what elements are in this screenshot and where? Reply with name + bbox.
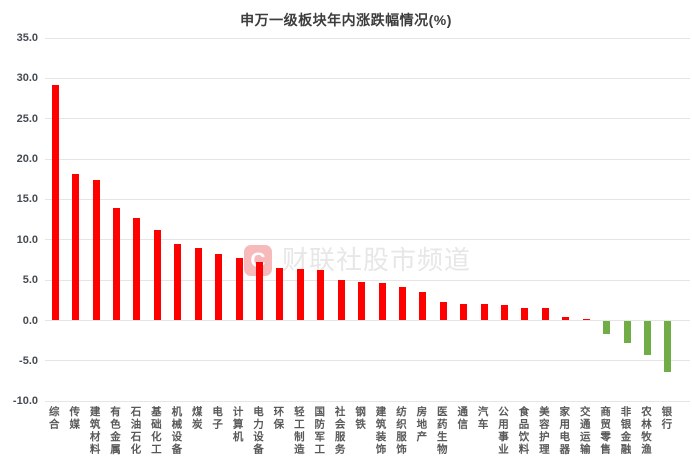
bar-计算机: [235, 257, 243, 321]
watermark-text: 财联社股市频道: [282, 245, 472, 275]
gridline: [45, 158, 690, 160]
bar-房地产: [419, 292, 427, 321]
bar-传媒: [72, 174, 80, 321]
x-category-label: 石油石化: [129, 406, 142, 456]
bar-钢铁: [358, 281, 366, 321]
x-category-label: 国防军工: [313, 406, 326, 456]
x-category-label: 轻工制造: [292, 406, 305, 456]
bar-商贸零售: [603, 320, 611, 335]
bar-建筑材料: [92, 180, 100, 321]
bar-建筑装饰: [378, 282, 386, 321]
bar-食品饮料: [521, 307, 529, 321]
bar-家用电器: [562, 317, 570, 321]
gridline: [45, 360, 690, 362]
x-category-label: 纺织服饰: [394, 406, 407, 456]
bar-国防军工: [317, 269, 325, 321]
x-category-label: 农林牧渔: [639, 406, 652, 456]
x-category-label: 商贸零售: [599, 406, 612, 456]
x-category-label: 汽车: [476, 406, 489, 431]
chart-title: 申万一级板块年内涨跌幅情况(%): [240, 12, 452, 28]
bar-基础化工: [153, 230, 161, 321]
gridline: [45, 37, 690, 39]
y-tick-label: 30.0: [16, 72, 38, 85]
x-category-label: 非银金融: [619, 406, 632, 456]
bar-美容护理: [541, 308, 549, 321]
bar-社会服务: [337, 280, 345, 321]
bar-综合: [51, 84, 59, 321]
gridline: [45, 198, 690, 200]
y-tick-label: 15.0: [16, 193, 38, 206]
x-category-label: 医药生物: [435, 406, 448, 456]
y-tick-label: -10.0: [12, 395, 38, 408]
y-tick-label: 20.0: [16, 153, 38, 166]
bar-公用事业: [501, 305, 509, 321]
bar-煤炭: [194, 247, 202, 321]
bar-通信: [460, 303, 468, 321]
gridline: [45, 77, 690, 79]
y-tick-label: 35.0: [16, 32, 38, 45]
bar-汽车: [480, 304, 488, 321]
bar-银行: [664, 320, 672, 373]
y-tick-label: -5.0: [19, 354, 38, 367]
bar-农林牧渔: [643, 320, 651, 356]
x-category-label: 家用电器: [558, 406, 571, 456]
x-category-label: 有色金属: [109, 406, 122, 456]
bar-环保: [276, 268, 284, 321]
y-tick-label: 25.0: [16, 112, 38, 125]
bar-轻工制造: [296, 268, 304, 321]
bar-石油石化: [133, 218, 141, 321]
gridline: [45, 239, 690, 241]
x-category-label: 美容护理: [537, 406, 550, 456]
x-category-label: 建筑材料: [88, 406, 101, 456]
bar-电力设备: [256, 261, 263, 321]
x-category-label: 社会服务: [333, 406, 346, 456]
x-category-label: 钢铁: [354, 406, 367, 431]
x-category-label: 基础化工: [149, 406, 162, 456]
y-tick-label: 10.0: [16, 233, 38, 246]
x-category-label: 建筑装饰: [374, 406, 387, 456]
x-category-label: 环保: [272, 406, 285, 431]
x-category-label: 银行: [660, 406, 673, 431]
x-category-label: 公用事业: [497, 406, 510, 456]
x-category-label: 传媒: [68, 406, 81, 431]
x-category-label: 电力设备: [252, 406, 264, 456]
gridline: [45, 320, 690, 321]
gridline: [45, 400, 690, 402]
bar-交通运输: [582, 318, 590, 321]
bar-电子: [215, 253, 223, 321]
x-category-label: 机械设备: [170, 406, 183, 456]
x-category-label: 煤炭: [190, 406, 203, 431]
y-tick-label: 0.0: [22, 314, 38, 327]
bar-纺织服饰: [398, 286, 406, 321]
gridline: [45, 279, 690, 281]
x-category-label: 通信: [456, 406, 469, 431]
bar-有色金属: [113, 207, 121, 321]
x-category-label: 房地产: [415, 406, 428, 444]
x-category-label: 综合: [47, 406, 60, 431]
x-category-label: 交通运输: [578, 406, 591, 456]
y-tick-label: 5.0: [22, 274, 38, 287]
gridline: [45, 118, 690, 120]
bar-医药生物: [439, 301, 447, 321]
x-category-label: 电子: [211, 406, 224, 431]
x-category-label: 计算机: [231, 406, 244, 444]
bar-非银金融: [623, 320, 631, 344]
x-category-label: 食品饮料: [517, 406, 530, 456]
bar-机械设备: [174, 243, 182, 321]
